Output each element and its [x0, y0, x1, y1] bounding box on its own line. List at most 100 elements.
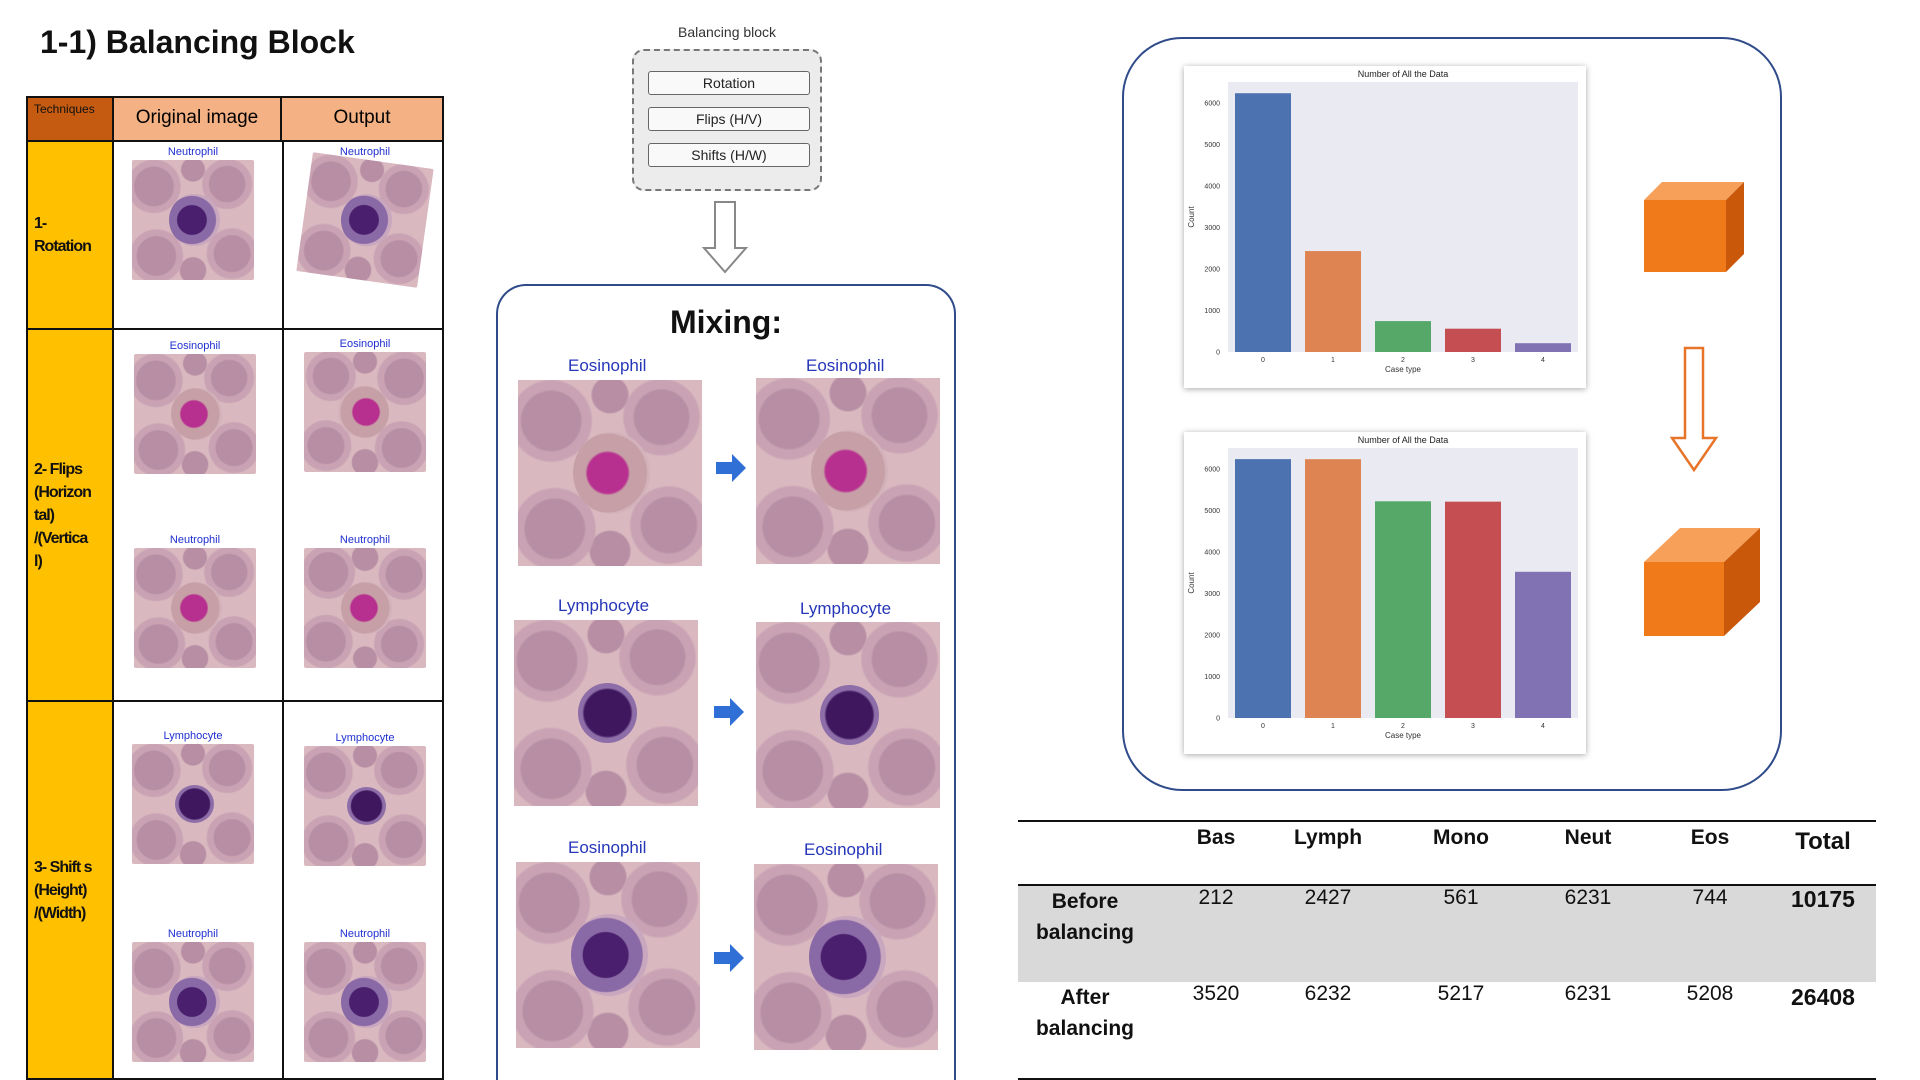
x-tick-label: 4 — [1541, 723, 1545, 730]
x-tick-label: 2 — [1401, 357, 1405, 364]
balancing-step-rotation: Rotation — [648, 71, 810, 95]
mix-left-image — [514, 620, 698, 806]
value-lymph: 6232 — [1304, 982, 1352, 1005]
y-tick-label: 1000 — [1204, 674, 1220, 681]
smear-image — [132, 942, 254, 1062]
mix-left-image — [516, 862, 700, 1048]
cell-type-label: Lymphocyte — [163, 730, 223, 742]
value-lymph: 2427 — [1304, 886, 1352, 909]
mix-right-image — [756, 622, 940, 808]
y-axis-label: Count — [1187, 572, 1196, 594]
x-tick-label: 4 — [1541, 357, 1545, 364]
mix-left-label: Lymphocyte — [558, 596, 650, 615]
smear-image — [132, 744, 254, 864]
original-image-cell: Eosinophil — [134, 340, 256, 474]
y-tick-label: 0 — [1216, 350, 1220, 357]
value-neut: 6231 — [1564, 886, 1612, 909]
bar-3 — [1445, 328, 1501, 352]
smear-image — [304, 746, 426, 866]
technique-row-rotation: 1- Rotation Neutrophil Neutrophil — [28, 142, 442, 330]
y-tick-label: 4000 — [1204, 183, 1220, 190]
smear-image — [304, 352, 426, 472]
x-tick-label: 0 — [1261, 723, 1265, 730]
x-tick-label: 3 — [1471, 357, 1475, 364]
right-arrow-icon — [716, 454, 746, 482]
bar-2 — [1375, 501, 1431, 718]
header-bas: Bas — [1196, 826, 1236, 849]
cell-type-label: Neutrophil — [339, 928, 391, 940]
mixing-title: Mixing: — [670, 304, 782, 340]
output-image-cell: Lymphocyte — [304, 732, 426, 866]
mix-right-image — [754, 864, 938, 1050]
smear-image — [134, 548, 256, 668]
cell-type-label: Neutrophil — [167, 146, 219, 158]
technique-label: 3- Shift s (Height) /(Width) — [28, 702, 114, 1078]
x-axis-label: Case type — [1385, 731, 1422, 740]
value-bas: 212 — [1198, 886, 1234, 909]
y-tick-label: 6000 — [1204, 100, 1220, 107]
header-mono: Mono — [1433, 826, 1489, 849]
smear-image — [304, 548, 426, 668]
bar-1 — [1305, 251, 1361, 352]
row-label: Before balancing — [1035, 890, 1135, 944]
bar-1 — [1305, 459, 1361, 718]
y-tick-label: 5000 — [1204, 508, 1220, 515]
value-mono: 5217 — [1437, 982, 1485, 1005]
bar-chart-after: Number of All the Data 0 1000 2000 3000 4000 5… — [1187, 435, 1578, 740]
cube-icon — [1644, 182, 1744, 272]
bar-0 — [1235, 459, 1291, 718]
mix-left-label: Eosinophil — [568, 356, 647, 375]
technique-row-flips: 2- Flips (Horizon tal) /(Vertica l) Eosi… — [28, 330, 442, 702]
cube-icon — [1644, 528, 1760, 636]
x-tick-label: 1 — [1331, 357, 1335, 364]
cell-type-label: Lymphocyte — [335, 732, 395, 744]
x-axis-label: Case type — [1385, 365, 1422, 374]
page-title: 1-1) Balancing Block — [40, 24, 355, 60]
mix-right-label: Eosinophil — [804, 840, 883, 859]
output-image-cell: Neutrophil — [296, 146, 434, 288]
balancing-block: Rotation Flips (H/V) Shifts (H/W) — [632, 49, 822, 191]
technique-label: 1- Rotation — [28, 142, 114, 328]
output-image-cell: Eosinophil — [304, 338, 426, 472]
balancing-step-flips: Flips (H/V) — [648, 107, 810, 131]
technique-label: 2- Flips (Horizon tal) /(Vertica l) — [28, 330, 114, 700]
cell-type-label: Eosinophil — [169, 340, 221, 352]
mix-right-image — [756, 378, 940, 564]
smear-image — [132, 160, 254, 280]
mix-left-image — [518, 380, 702, 566]
x-tick-label: 2 — [1401, 723, 1405, 730]
x-tick-label: 1 — [1331, 723, 1335, 730]
value-total: 26408 — [1791, 984, 1855, 1010]
distribution-panel — [1122, 37, 1782, 791]
x-tick-label: 3 — [1471, 723, 1475, 730]
original-image-cell: Neutrophil — [134, 534, 256, 668]
original-image-cell: Neutrophil — [132, 146, 254, 280]
y-tick-label: 2000 — [1204, 632, 1220, 639]
technique-row-shifts: 3- Shift s (Height) /(Width) Lymphocyte … — [28, 702, 442, 1078]
table-header-row: Bas Lymph Mono Neut Eos Total — [1018, 820, 1876, 886]
column-divider — [282, 702, 284, 1078]
column-divider — [282, 330, 284, 700]
header-total: Total — [1795, 828, 1851, 855]
y-tick-label: 5000 — [1204, 142, 1220, 149]
column-divider — [282, 142, 284, 328]
bar-4 — [1515, 343, 1571, 352]
y-axis-label: Count — [1187, 206, 1196, 228]
y-tick-label: 3000 — [1204, 225, 1220, 232]
bar-2 — [1375, 321, 1431, 352]
down-arrow-icon — [701, 201, 749, 274]
value-neut: 6231 — [1564, 982, 1612, 1005]
table-top-rule — [1018, 820, 1876, 822]
output-image-cell: Neutrophil — [304, 534, 426, 668]
value-eos: 744 — [1692, 886, 1728, 909]
chart-title: Number of All the Data — [1358, 435, 1449, 445]
bar-4 — [1515, 571, 1571, 718]
y-tick-label: 0 — [1216, 716, 1220, 723]
down-arrow-icon — [1670, 346, 1719, 473]
right-arrow-icon — [714, 944, 744, 972]
balancing-step-shifts: Shifts (H/W) — [648, 143, 810, 167]
row-label: After balancing — [1035, 986, 1135, 1040]
header-original-image: Original image — [114, 98, 282, 142]
cell-type-label: Neutrophil — [339, 146, 391, 158]
value-bas: 3520 — [1192, 982, 1240, 1005]
